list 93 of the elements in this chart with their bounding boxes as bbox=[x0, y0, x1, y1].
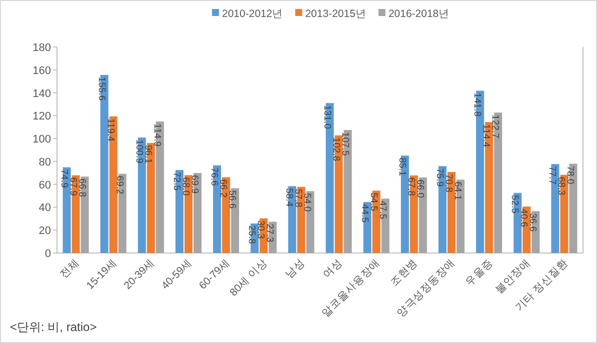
bar bbox=[100, 74, 108, 253]
bar bbox=[410, 175, 418, 253]
data-label: 114.9 bbox=[151, 124, 162, 147]
bar bbox=[560, 174, 568, 253]
data-label: 68.0 bbox=[180, 177, 191, 196]
y-tick-label: 60 bbox=[38, 179, 51, 192]
data-label: 36.6 bbox=[527, 213, 538, 232]
bar bbox=[62, 167, 71, 253]
data-label: 68.3 bbox=[556, 176, 567, 196]
bar bbox=[72, 175, 80, 253]
data-label: 52.5 bbox=[509, 194, 520, 214]
data-label: 57.8 bbox=[292, 188, 304, 208]
data-label: 30.3 bbox=[255, 220, 266, 239]
data-label: 67.9 bbox=[67, 177, 78, 196]
data-label: 66.2 bbox=[218, 179, 229, 198]
bar bbox=[138, 138, 146, 253]
y-tick-label: 140 bbox=[32, 88, 51, 100]
bar bbox=[118, 174, 126, 253]
y-tick-label: 100 bbox=[32, 134, 51, 146]
bar bbox=[344, 130, 352, 253]
bar bbox=[175, 170, 184, 253]
data-label: 77.7 bbox=[546, 166, 558, 185]
bar bbox=[418, 177, 427, 253]
bar bbox=[456, 180, 465, 253]
data-label: 66.0 bbox=[414, 179, 426, 198]
bar bbox=[476, 90, 484, 253]
bar bbox=[334, 135, 343, 253]
data-label: 47.5 bbox=[376, 200, 388, 220]
bar bbox=[447, 172, 456, 253]
bar bbox=[297, 186, 306, 253]
data-label: 56.6 bbox=[226, 190, 238, 209]
data-label: 122.7 bbox=[490, 114, 501, 138]
bar bbox=[213, 165, 222, 253]
bar bbox=[438, 166, 446, 253]
data-label: 131.0 bbox=[321, 105, 332, 129]
data-label: 27.3 bbox=[264, 224, 276, 242]
data-label: 155.6 bbox=[96, 76, 107, 101]
data-label: 96.1 bbox=[142, 145, 154, 164]
data-label: 76.6 bbox=[208, 167, 220, 186]
bar bbox=[194, 173, 202, 253]
bar bbox=[109, 116, 118, 253]
y-tick-label: 80 bbox=[38, 156, 51, 168]
bar bbox=[231, 188, 240, 253]
data-label: 25.8 bbox=[246, 225, 258, 244]
data-label: 107.5 bbox=[339, 132, 350, 156]
data-label: 85.1 bbox=[396, 158, 408, 176]
data-label: 141.8 bbox=[472, 92, 483, 116]
data-label: 69.9 bbox=[189, 175, 200, 194]
data-label: 72.5 bbox=[170, 172, 182, 191]
y-tick-label: 180 bbox=[32, 42, 51, 54]
bar bbox=[222, 177, 230, 253]
data-label: 44.5 bbox=[358, 204, 370, 223]
data-label: 54.5 bbox=[368, 192, 379, 212]
data-label: 66.8 bbox=[76, 178, 88, 198]
y-tick-label: 40 bbox=[38, 202, 51, 214]
y-tick-label: 20 bbox=[38, 225, 51, 238]
data-label: 74.9 bbox=[58, 169, 70, 188]
data-label: 64.1 bbox=[452, 182, 463, 200]
bar bbox=[156, 122, 164, 253]
legend-label: 2010-2012년 bbox=[222, 8, 284, 20]
bar bbox=[80, 176, 89, 253]
data-label: 54.0 bbox=[302, 193, 313, 212]
bar bbox=[184, 175, 193, 253]
x-tick-label: 전체 bbox=[58, 256, 82, 281]
bar bbox=[306, 191, 314, 253]
bar bbox=[372, 190, 380, 253]
y-tick-label: 160 bbox=[32, 64, 51, 77]
data-label: 75.9 bbox=[434, 168, 445, 187]
bar bbox=[146, 143, 155, 253]
bar bbox=[485, 122, 494, 253]
data-label: 69.2 bbox=[114, 176, 125, 194]
data-label: 67.8 bbox=[405, 177, 416, 196]
data-label: 40.6 bbox=[518, 208, 530, 228]
x-tick-label: 남성 bbox=[283, 256, 308, 281]
bar bbox=[400, 156, 409, 253]
data-label: 102.8 bbox=[330, 137, 342, 162]
data-label: 100.9 bbox=[133, 140, 144, 164]
data-label: 58.4 bbox=[284, 188, 295, 207]
data-label: 70.8 bbox=[442, 174, 454, 192]
y-tick-label: 120 bbox=[32, 110, 51, 123]
bar bbox=[288, 186, 296, 253]
y-tick-label: 0 bbox=[44, 248, 51, 260]
bar bbox=[551, 164, 560, 253]
bar bbox=[326, 103, 334, 253]
data-label: 78.0 bbox=[564, 166, 576, 184]
data-label: 119.4 bbox=[104, 118, 116, 142]
data-label: 114.4 bbox=[480, 124, 492, 148]
legend-label: 2016-2018년 bbox=[388, 8, 450, 20]
bar bbox=[569, 164, 578, 253]
bar bbox=[494, 112, 502, 253]
bar bbox=[381, 198, 390, 253]
legend-label: 2013-2015년 bbox=[305, 8, 366, 20]
text: <단위: 비, ratio> bbox=[10, 320, 97, 334]
